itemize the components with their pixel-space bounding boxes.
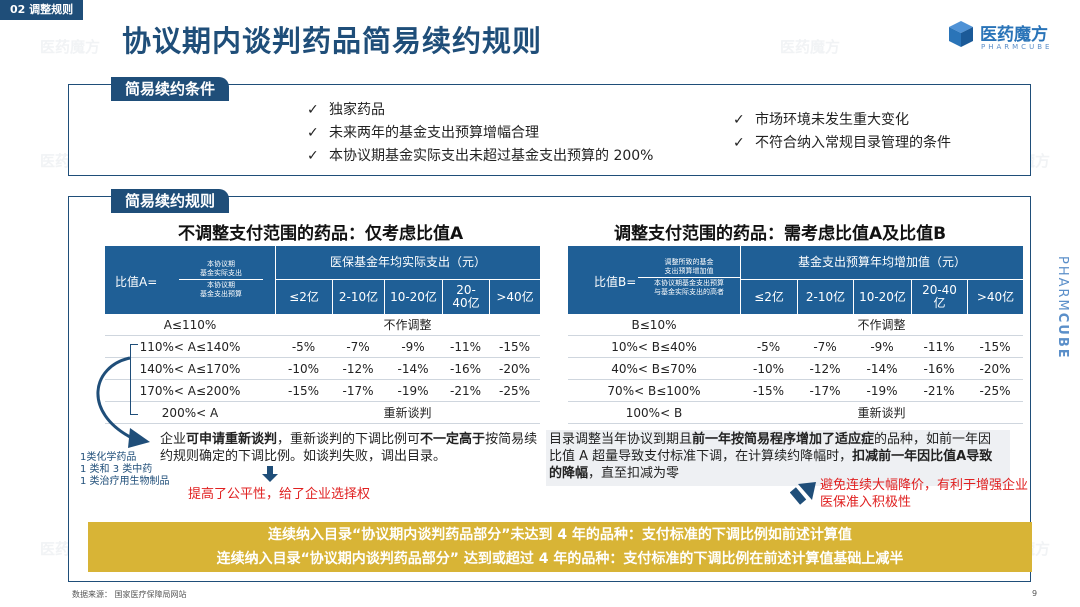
left-group-header: 医保基金年均实际支出（元）: [275, 246, 540, 280]
row-label: A≤110%: [163, 318, 217, 332]
table-row: 140%< A≤170% -10% -12% -14% -16% -20%: [105, 358, 540, 380]
right-table-subtitle: 调整支付范围的药品：需考虑比值A及比值B: [614, 224, 947, 244]
check-icon: ✓: [733, 135, 745, 151]
section-tag: 02 调整规则: [0, 0, 84, 20]
left-conclusion: 提高了公平性，给了企业选择权: [188, 487, 371, 502]
row-label: 70%< B≤100%: [607, 384, 701, 398]
row-label: 170%< A≤200%: [139, 384, 241, 398]
condition-item: ✓ 本协议期基金实际支出未超过基金支出预算的 200%: [307, 148, 654, 164]
row-label: 110%< A≤140%: [139, 340, 241, 354]
rules-tag: 简易续约规则: [111, 189, 230, 213]
right-note: 目录调整当年协议到期且前一年按简易程序增加了适应症的品种，如前一年因比值 A 超…: [549, 432, 993, 481]
right-note-box: [546, 430, 1010, 486]
logo-text-en: PHARMCUBE: [981, 43, 1053, 51]
left-col-header: >40亿: [489, 280, 540, 314]
right-col-header: 10-20亿: [853, 280, 911, 314]
drug-type-list: 1类化学药品 1 类和 3 类中药 1 类治疗用生物制品: [80, 452, 170, 487]
left-table-subtitle: 不调整支付范围的药品：仅考虑比值A: [178, 224, 464, 244]
table-row: 110%< A≤140% -5% -7% -9% -11% -15%: [105, 336, 540, 358]
ratio-b-formula: 调整所致的基金 支出预算增加值 本协议期基金支出预算 与基金实际支出的高者: [638, 258, 740, 297]
diagonal-arrow-icon: [790, 482, 816, 505]
ratio-a-label: 比值A=: [115, 275, 158, 289]
check-icon: ✓: [307, 148, 319, 164]
row-label: B≤10%: [631, 318, 677, 332]
data-source: 数据来源： 国家医疗保障局网站: [72, 590, 187, 599]
right-col-header: >40亿: [967, 280, 1023, 314]
table-row: B≤10% 不作调整: [568, 314, 1023, 336]
curved-arrow-icon: [96, 356, 150, 448]
banner-line: 连续纳入目录“协议期内谈判药品部分” 达到或超过 4 年的品种：支付标准的下调比…: [216, 551, 904, 567]
ratio-a-formula: 本协议期 基金实际支出 本协议期 基金支出预算: [179, 260, 263, 299]
page-number: 9: [1032, 589, 1038, 598]
right-col-header: 2-10亿: [797, 280, 853, 314]
table-row: 70%< B≤100% -15% -17% -19% -21% -25%: [568, 380, 1023, 402]
row-merged-value: 不作调整: [383, 318, 432, 332]
row-label: 140%< A≤170%: [139, 362, 241, 376]
row-label: 40%< B≤70%: [611, 362, 697, 376]
condition-item: ✓ 未来两年的基金支出预算增幅合理: [307, 125, 539, 141]
conditions-tag: 简易续约条件: [111, 77, 230, 101]
right-conclusion: 避免连续大幅降价，有利于增强企业医保准入积极性: [820, 478, 1029, 510]
right-table-header: 比值B= 调整所致的基金 支出预算增加值 本协议期基金支出预算 与基金实际支出的高者…: [568, 246, 1023, 314]
left-note: 企业可申请重新谈判，重新谈判的下调比例可不一定高于按简易续约规则确定的下调比例。…: [160, 432, 538, 464]
table-row: A≤110% 不作调整: [105, 314, 540, 336]
brand-logo: 医药魔方 PHARMCUBE: [948, 18, 1068, 54]
check-icon: ✓: [307, 102, 319, 118]
left-col-header: 10-20亿: [384, 280, 442, 314]
summary-banner: 连续纳入目录“协议期内谈判药品部分”未达到 4 年的品种：支付标准的下调比例如前…: [88, 522, 1032, 572]
row-merged-value: 重新谈判: [857, 406, 906, 420]
row-group-bracket: [130, 344, 138, 415]
banner-line: 连续纳入目录“协议期内谈判药品部分”未达到 4 年的品种：支付标准的下调比例如前…: [268, 527, 852, 543]
table-row: 40%< B≤70% -10% -12% -14% -16% -20%: [568, 358, 1023, 380]
right-group-header: 基金支出预算年均增加值（元）: [740, 246, 1023, 280]
cube-logo-icon: [949, 21, 973, 47]
page-title: 协议期内谈判药品简易续约规则: [122, 24, 543, 58]
down-arrow-icon: [262, 466, 278, 482]
side-brand: PHARMCUBE: [1055, 256, 1070, 360]
left-col-header: 20-40亿: [442, 280, 489, 314]
logo-text-cn: 医药魔方: [980, 25, 1048, 45]
condition-item: ✓ 不符合纳入常规目录管理的条件: [733, 135, 951, 151]
condition-item: ✓ 独家药品: [307, 102, 385, 118]
ratio-b-label: 比值B=: [594, 275, 637, 289]
row-merged-value: 不作调整: [857, 318, 906, 332]
left-col-header: 2-10亿: [332, 280, 384, 314]
left-col-header: ≤2亿: [275, 280, 332, 314]
check-icon: ✓: [733, 112, 745, 128]
row-label: 200%< A: [161, 406, 219, 420]
table-row: 10%< B≤40% -5% -7% -9% -11% -15%: [568, 336, 1023, 358]
right-col-header: 20-40亿: [911, 280, 967, 314]
row-label: 10%< B≤40%: [611, 340, 697, 354]
row-merged-value: 重新谈判: [383, 406, 432, 420]
table-row: 100%< B 重新谈判: [568, 402, 1023, 424]
row-label: 100%< B: [625, 406, 683, 420]
check-icon: ✓: [307, 125, 319, 141]
table-row: 200%< A 重新谈判: [105, 402, 540, 424]
table-row: 170%< A≤200% -15% -17% -19% -21% -25%: [105, 380, 540, 402]
left-table-header: 比值A= 本协议期 基金实际支出 本协议期 基金支出预算 医保基金年均实际支出（元）…: [105, 246, 540, 314]
watermark: 医药魔方: [40, 38, 101, 56]
right-col-header: ≤2亿: [740, 280, 797, 314]
watermark: 医药魔方: [780, 38, 841, 56]
condition-item: ✓ 市场环境未发生重大变化: [733, 112, 909, 128]
